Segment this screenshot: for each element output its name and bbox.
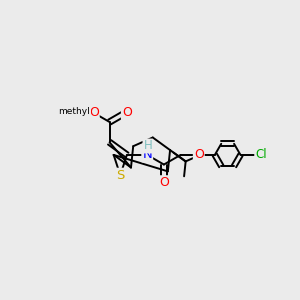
- Text: O: O: [89, 106, 99, 119]
- Text: methyl: methyl: [58, 107, 90, 116]
- Text: N: N: [142, 148, 152, 161]
- Text: O: O: [159, 176, 169, 189]
- Text: Cl: Cl: [255, 148, 267, 161]
- Text: H: H: [143, 140, 152, 152]
- Text: O: O: [122, 106, 132, 119]
- Text: O: O: [194, 148, 204, 161]
- Text: S: S: [116, 169, 124, 182]
